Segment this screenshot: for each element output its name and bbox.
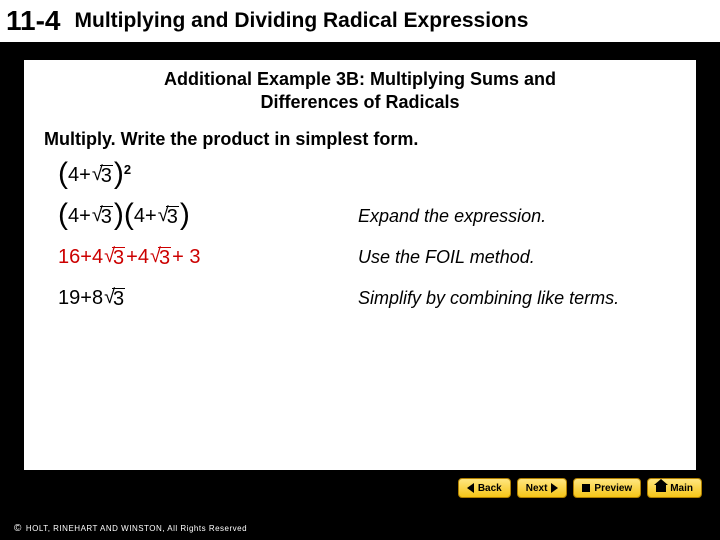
copyright-text: HOLT, RINEHART AND WINSTON, All Rights R… (26, 524, 247, 533)
section-number: 11-4 (6, 5, 61, 37)
instruction-text: Multiply. Write the product in simplest … (38, 129, 682, 150)
explanation: Simplify by combining like terms. (358, 288, 619, 309)
work-row: ( 4 + √3 ) ( 4 + √3 ) Expand the express… (38, 205, 682, 228)
header-bar: 11-4 Multiplying and Dividing Radical Ex… (0, 0, 720, 42)
preview-button[interactable]: Preview (573, 478, 641, 498)
example-title-line1: Additional Example 3B: Multiplying Sums … (164, 69, 556, 89)
work-row: ( 4 + √3 ) 2 (38, 164, 682, 187)
math-expression: 16 + 4 √3 + 4 √3 + 3 (58, 246, 358, 269)
nav-bar: Back Next Preview Main (458, 478, 702, 498)
main-button[interactable]: Main (647, 478, 702, 498)
math-expression: 19 + 8 √3 (58, 287, 358, 310)
home-icon (656, 485, 666, 492)
math-expression: ( 4 + √3 ) 2 (58, 164, 358, 187)
section-title: Multiplying and Dividing Radical Express… (75, 9, 529, 33)
next-button[interactable]: Next (517, 478, 568, 498)
main-label: Main (670, 483, 693, 494)
explanation: Use the FOIL method. (358, 247, 535, 268)
copyright-icon: © (14, 523, 22, 534)
triangle-right-icon (551, 483, 558, 493)
copyright-bar: © HOLT, RINEHART AND WINSTON, All Rights… (14, 523, 247, 534)
example-title: Additional Example 3B: Multiplying Sums … (38, 68, 682, 115)
back-button[interactable]: Back (458, 478, 511, 498)
triangle-left-icon (467, 483, 474, 493)
example-title-line2: Differences of Radicals (260, 92, 459, 112)
square-icon (582, 484, 590, 492)
explanation: Expand the expression. (358, 206, 546, 227)
work-row: 19 + 8 √3 Simplify by combining like ter… (38, 287, 682, 310)
next-label: Next (526, 483, 548, 494)
math-expression: ( 4 + √3 ) ( 4 + √3 ) (58, 205, 358, 228)
content-panel: Additional Example 3B: Multiplying Sums … (24, 60, 696, 470)
back-label: Back (478, 483, 502, 494)
work-row: 16 + 4 √3 + 4 √3 + 3 Use the FOIL method… (38, 246, 682, 269)
preview-label: Preview (594, 483, 632, 494)
